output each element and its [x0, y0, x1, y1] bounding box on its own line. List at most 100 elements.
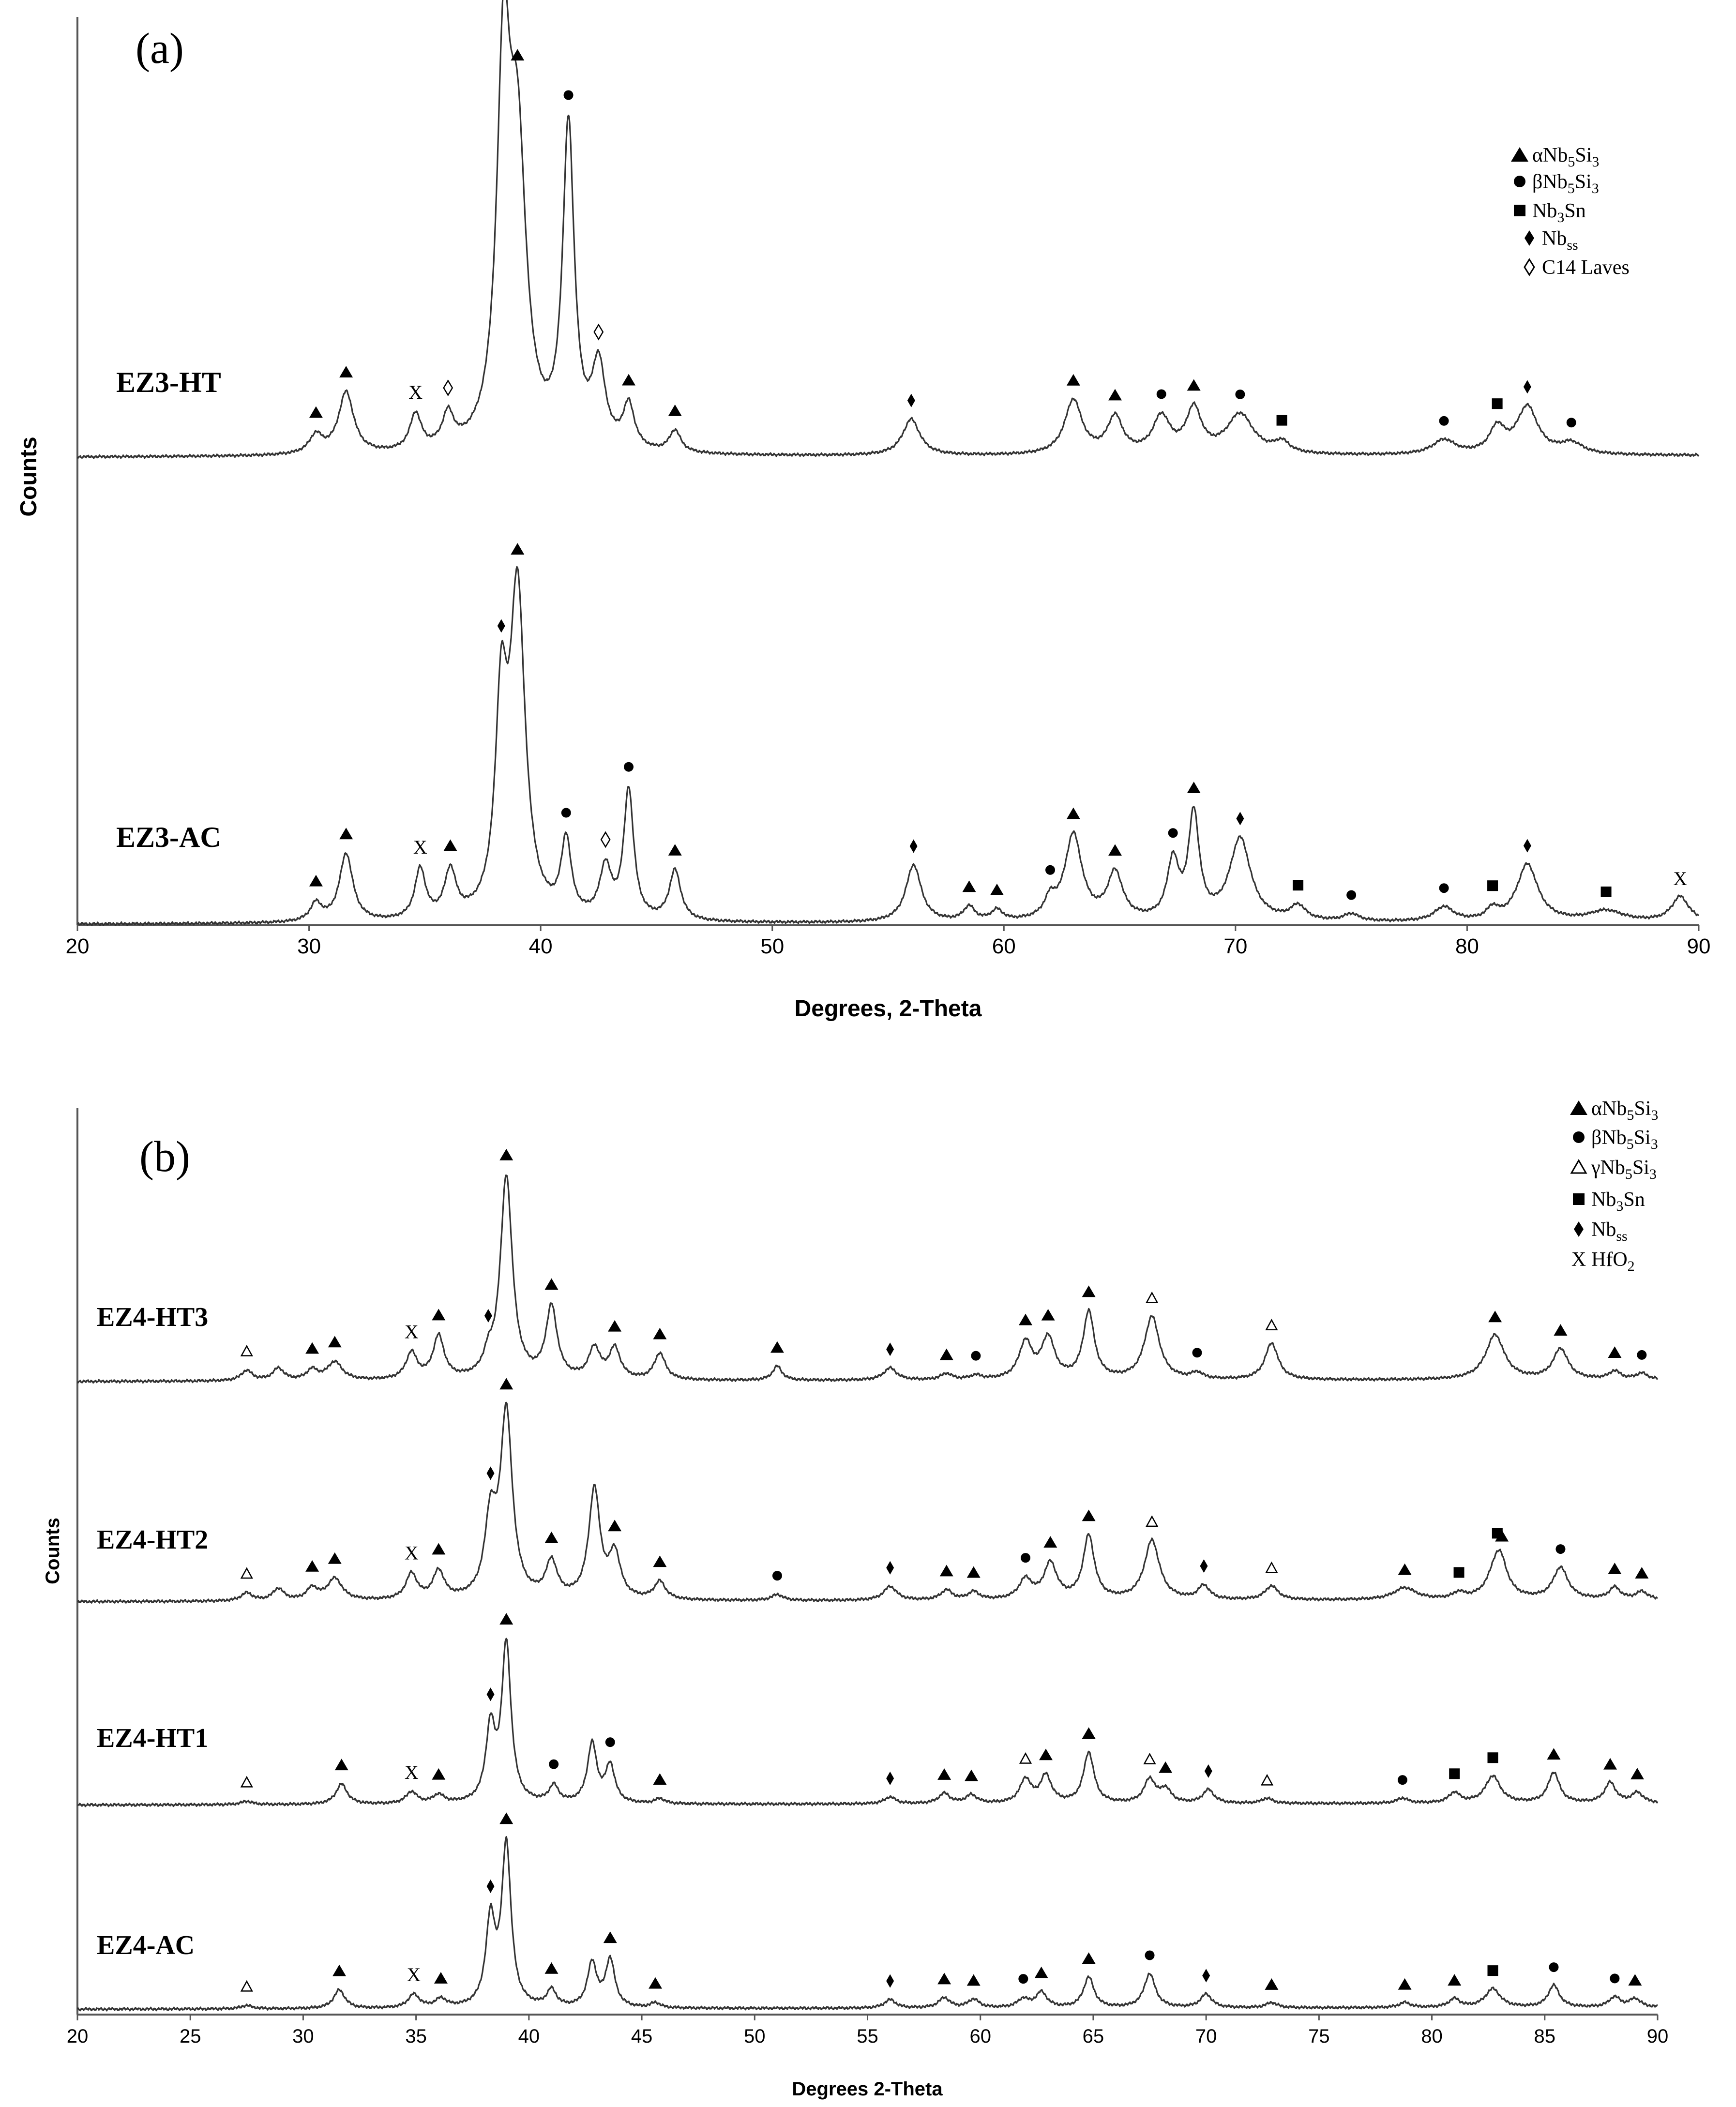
- peak-marker-ez4-ac: [966, 1974, 981, 1986]
- legend-a-item-alpha: αNb5Si3: [1511, 144, 1599, 170]
- x-tick-label: 40: [518, 2026, 540, 2047]
- x-tick-label: 20: [66, 934, 90, 958]
- peak-marker-ez4-ht2: [486, 1466, 495, 1480]
- peak-marker-ez4-ht3: [939, 1348, 953, 1360]
- peak-marker-ez4-ac: [434, 1972, 448, 1984]
- peak-marker-ez4-ht1: [1082, 1727, 1096, 1739]
- peak-marker-ez4-ht2: [432, 1543, 446, 1555]
- peak-marker-ez4-ht1: [937, 1768, 951, 1780]
- legend-b-beta-name: βNb: [1591, 1127, 1627, 1149]
- legend-a-beta-n2: 3: [1592, 181, 1599, 196]
- panel-b-traces: [76, 1174, 1659, 2012]
- panel-b-x-axis-title: Degrees 2-Theta: [792, 2078, 943, 2100]
- peak-marker-ez4-ht3: [653, 1327, 667, 1339]
- peak-marker-ez4-ht1: [549, 1759, 559, 1769]
- legend-b-gamma-mid: Si: [1632, 1157, 1649, 1179]
- x-tick-label: 45: [631, 2026, 653, 2047]
- peak-marker-ez3-ac: [1187, 782, 1201, 794]
- x-tick-label: 30: [292, 2026, 314, 2047]
- peak-marker-ez4-ht2: [1146, 1515, 1159, 1527]
- peak-marker-ez4-ac: [1628, 1974, 1642, 1986]
- peak-marker-ez4-ht3: [1019, 1313, 1032, 1325]
- peak-marker-ez3-ht: [907, 393, 915, 407]
- x-tick-label: 80: [1421, 2026, 1443, 2047]
- peak-marker-ez4-ht1: [1143, 1752, 1156, 1764]
- peak-marker-ez4-ht1: [886, 1771, 894, 1785]
- svg-text:HfO2: HfO2: [1591, 1249, 1635, 1274]
- legend-b-gamma-name: γNb: [1591, 1157, 1625, 1179]
- peak-marker-ez4-ac: [544, 1962, 559, 1974]
- panel-b-x-ticks: 20 25 30 35 40 45 50 55 60 65 70 75 80 85 90: [67, 2015, 1668, 2047]
- legend-a-nb3sn-mid: Sn: [1564, 200, 1585, 222]
- peak-marker-ez4-ht1: [1397, 1775, 1407, 1785]
- panel-a: (a) 20 30 40 50 60 70 80 90 Degrees, 2-Theta Co…: [16, 0, 1710, 1022]
- legend-b-beta-mid: Si: [1634, 1127, 1651, 1149]
- peak-marker-ez3-ac: [511, 543, 525, 555]
- legend-b-nbss-name: Nb: [1591, 1219, 1616, 1241]
- peak-marker-ez3-ac: [962, 880, 976, 892]
- x-tick-label: 35: [405, 2026, 427, 2047]
- legend-b-nb3sn-name: Nb: [1591, 1189, 1616, 1211]
- peak-marker-ez4-ht3: [1192, 1348, 1202, 1358]
- peak-marker-ez3-ac: [443, 839, 457, 851]
- x-tick-label: 75: [1308, 2026, 1330, 2047]
- peak-marker-ez3-ac: [309, 874, 323, 887]
- peak-marker-ez4-ht2: [886, 1561, 894, 1575]
- filled-diamond-icon: [1525, 230, 1534, 246]
- peak-marker-ez4-ht2: [240, 1567, 253, 1579]
- peak-marker-ez4-ac: [1202, 1969, 1210, 1983]
- series-label-ez4-ac: EZ4-AC: [97, 1930, 195, 1960]
- series-line-ez3-ac: [77, 566, 1699, 926]
- peak-marker-ez3-ac: [1168, 828, 1178, 838]
- svg-text:Nbss: Nbss: [1542, 227, 1578, 253]
- peak-marker-ez4-ac: [1448, 1974, 1462, 1986]
- legend-b-item-nb3sn: Nb3Sn: [1573, 1189, 1645, 1214]
- legend-a-c14-name: C14 Laves: [1542, 256, 1630, 279]
- peak-marker-ez3-ht: [339, 366, 353, 377]
- x-tick-label: 25: [180, 2026, 201, 2047]
- legend-b-nb3sn-mid: Sn: [1623, 1189, 1645, 1211]
- filled-square-icon: [1514, 205, 1525, 216]
- legend-a-nbss-n1: ss: [1567, 237, 1578, 253]
- peak-marker-ez4-ht3: [484, 1309, 492, 1323]
- legend-b-item-gamma: γNb5Si3: [1570, 1157, 1657, 1182]
- open-diamond-icon: [1524, 258, 1535, 276]
- peak-marker-ez3-ac: [990, 883, 1004, 895]
- legend-b-alpha-n1: 5: [1627, 1107, 1634, 1123]
- peak-marker-ez4-ac: [603, 1931, 617, 1943]
- open-triangle-icon: [1570, 1159, 1587, 1174]
- legend-a-beta-mid: Si: [1575, 171, 1592, 193]
- legend-b-hfo2-n1: 2: [1628, 1258, 1635, 1274]
- legend-b-gamma-n1: 5: [1625, 1166, 1632, 1182]
- svg-text:Nbss: Nbss: [1591, 1219, 1628, 1244]
- peak-marker-ez3-ac: [561, 808, 571, 818]
- peak-marker-ez4-ht2: [653, 1555, 667, 1567]
- legend-b-alpha-name: αNb: [1591, 1098, 1627, 1120]
- filled-circle-icon: [1573, 1131, 1585, 1143]
- legend-b-alpha-mid: Si: [1634, 1098, 1651, 1120]
- peak-marker-ez4-ht3: [328, 1336, 342, 1348]
- peak-marker-ez3-ht: [1156, 389, 1166, 399]
- peak-marker-ez4-ac: X: [407, 1964, 421, 1986]
- panel-a-x-ticks: 20 30 40 50 60 70 80 90: [66, 925, 1710, 958]
- legend-a-item-nb3sn: Nb3Sn: [1514, 200, 1586, 226]
- peak-marker-ez4-ht2: [1021, 1553, 1030, 1563]
- legend-b-item-nbss: Nbss: [1574, 1219, 1628, 1244]
- x-tick-label: 65: [1083, 2026, 1104, 2047]
- peak-marker-ez4-ht2: [608, 1520, 622, 1532]
- peak-marker-ez3-ac: [1045, 865, 1055, 875]
- peak-marker-ez4-ac: [1398, 1978, 1412, 1990]
- legend-a-item-nbss: Nbss: [1525, 227, 1578, 253]
- peak-marker-ez4-ht3: [608, 1320, 622, 1332]
- x-tick-label: 30: [297, 934, 321, 958]
- series-line-ez4-ht1: [77, 1638, 1659, 1807]
- peak-marker-ez4-ht1: [1039, 1748, 1053, 1761]
- legend-b-item-hfo2: X HfO2: [1571, 1249, 1635, 1274]
- peak-marker-ez3-ht: [1066, 374, 1080, 386]
- legend-a-nb3sn-name: Nb: [1532, 200, 1557, 222]
- peak-marker-ez4-ht3: [1608, 1346, 1622, 1358]
- svg-text:βNb5Si3: βNb5Si3: [1532, 171, 1599, 196]
- peak-marker-ez3-ht: [1439, 416, 1449, 426]
